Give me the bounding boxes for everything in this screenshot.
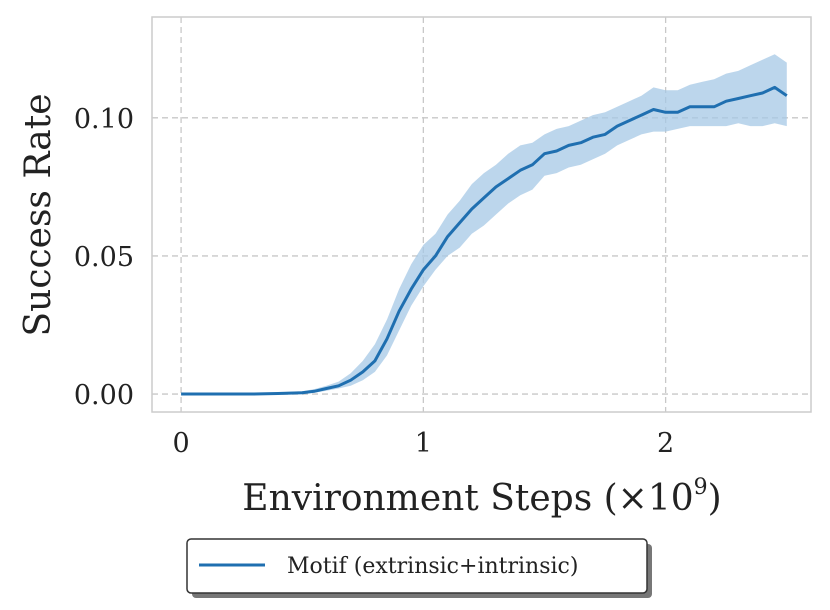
x-tick-label: 2: [657, 428, 674, 459]
x-axis-title: Environment Steps (×109): [242, 475, 721, 519]
y-tick-label: 0.05: [74, 242, 134, 273]
x-tick-label: 0: [172, 428, 189, 459]
x-axis-title-main: Environment Steps (×10: [242, 478, 693, 519]
legend-label-motif: Motif (extrinsic+intrinsic): [287, 554, 578, 579]
confidence-band: [181, 54, 787, 395]
y-tick-label: 0.10: [74, 104, 134, 135]
plot-frame: [151, 16, 812, 413]
series-lines: [181, 85, 788, 396]
x-axis-title-close: ): [708, 478, 722, 519]
x-tick-label: 1: [415, 428, 432, 459]
series-line: [181, 85, 788, 396]
tick-labels: 0 1 2 0.00 0.05 0.10: [74, 104, 674, 459]
y-tick-label: 0.00: [74, 380, 134, 411]
grid: [152, 17, 811, 412]
legend: Motif (extrinsic+intrinsic): [186, 538, 652, 598]
legend-box: [186, 538, 648, 594]
x-axis-title-exponent: 9: [694, 475, 708, 500]
confidence-bands: [181, 54, 787, 395]
y-axis-title: Success Rate: [18, 93, 59, 336]
